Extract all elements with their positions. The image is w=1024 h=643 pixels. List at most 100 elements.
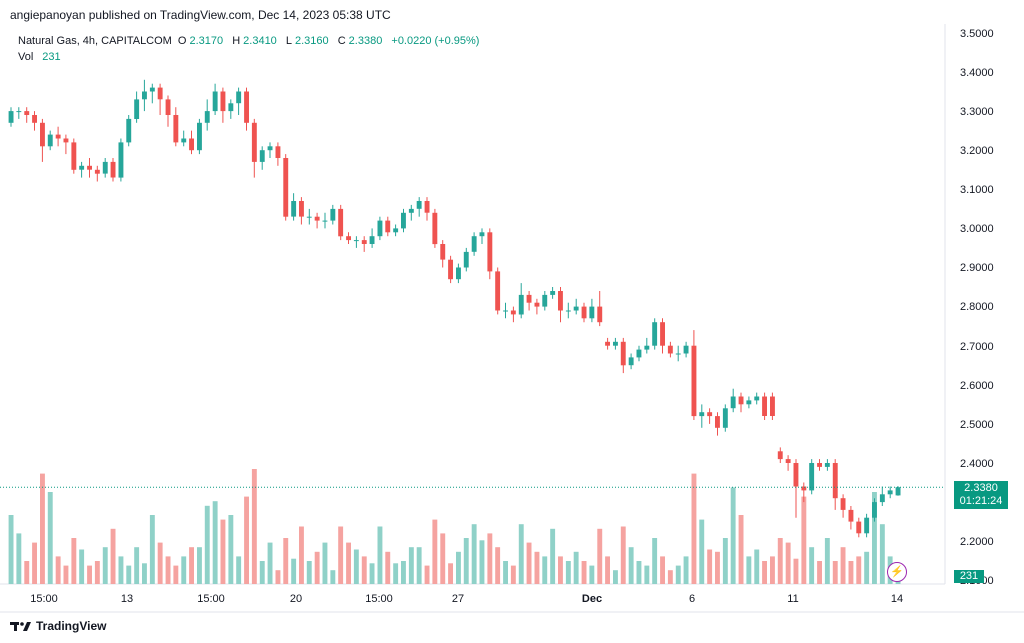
x-tick-label: Dec [582, 593, 602, 605]
volume-bar [597, 528, 603, 584]
volume-bar [322, 542, 328, 584]
candle-body [503, 310, 508, 312]
volume-bar [762, 561, 767, 584]
y-tick-label: 3.5000 [960, 28, 994, 40]
volume-label[interactable]: Vol [18, 51, 34, 63]
volume-bar [550, 528, 556, 584]
candle-body [777, 451, 783, 460]
x-tick-label: 15:00 [365, 593, 393, 605]
candle-body [197, 122, 202, 151]
lightning-icon[interactable]: ⚡ [887, 562, 907, 582]
candle-body [809, 463, 815, 491]
volume-bar [236, 556, 242, 584]
volume-bar [463, 538, 469, 584]
volume-bar [840, 547, 846, 584]
volume-bar [824, 538, 830, 584]
volume-bar [330, 570, 336, 584]
volume-bar [879, 524, 885, 584]
volume-bar [856, 556, 862, 584]
candle-body [369, 236, 375, 244]
x-tick-label: 6 [689, 593, 695, 605]
candle-body [299, 201, 304, 217]
volume-bar [864, 551, 870, 584]
y-tick-label: 2.9000 [960, 262, 994, 274]
candle-body [448, 259, 453, 280]
volume-bar [613, 570, 618, 584]
volume-bar [228, 515, 234, 584]
volume-bar [24, 561, 30, 584]
symbol-name[interactable]: Natural Gas, 4h, CAPITALCOM [18, 35, 172, 47]
candle-body [361, 240, 367, 244]
low-value: 2.3160 [295, 35, 329, 47]
candle-body [707, 412, 713, 417]
bar-countdown: 01:21:24 [959, 495, 1003, 507]
volume-bar [197, 547, 202, 584]
candle-body [32, 115, 37, 123]
candle-body [848, 509, 854, 522]
candle-body [220, 91, 226, 112]
volume-bar [142, 563, 147, 584]
volume-bar [149, 515, 155, 584]
candle-body [471, 236, 477, 252]
candle-body [864, 517, 870, 534]
candle-body [817, 463, 822, 467]
candle-body [424, 201, 430, 213]
volume-bar [71, 538, 77, 584]
volume-bar [204, 505, 210, 584]
candle-body [16, 111, 22, 113]
volume-bar [283, 538, 289, 584]
volume-bar [416, 547, 422, 584]
candle-body [762, 396, 767, 416]
volume-bar [8, 515, 14, 584]
volume-bar [644, 565, 650, 584]
x-tick-label: 15:00 [30, 593, 58, 605]
y-tick-label: 3.4000 [960, 67, 994, 79]
volume-bar [526, 542, 532, 584]
candle-body [275, 146, 281, 158]
volume-bar [487, 533, 493, 584]
candle-body [793, 463, 799, 487]
volume-bar [55, 556, 61, 584]
candle-body [746, 400, 752, 405]
volume-bar [542, 556, 548, 584]
open-value: 2.3170 [189, 35, 224, 47]
candle-body [134, 99, 140, 119]
open-label: O [177, 35, 187, 47]
candle-body [87, 165, 92, 170]
candle-body [652, 322, 658, 346]
x-tick-label: 13 [121, 593, 133, 605]
candle-body [510, 310, 516, 315]
candle-body [8, 111, 14, 123]
y-tick-label: 2.2000 [960, 536, 994, 548]
volume-bar [534, 551, 540, 584]
volume-bar [369, 563, 375, 584]
candle-body [495, 271, 501, 311]
candle-body [142, 91, 147, 100]
candle-body [393, 228, 399, 233]
volume-bar [173, 565, 179, 584]
volume-bar [63, 565, 69, 584]
candle-body [24, 111, 30, 115]
volume-bar [346, 542, 351, 584]
volume-bar [306, 561, 312, 584]
volume-bar [565, 561, 571, 584]
last-price-tag: 2.3380 01:21:24 [954, 481, 1008, 509]
volume-bar [47, 492, 53, 584]
chart-legend: Natural Gas, 4h, CAPITALCOM O 2.3170 H 2.3… [18, 33, 485, 65]
candle-body [212, 91, 218, 112]
volume-bar [361, 556, 367, 584]
volume-bar [636, 561, 642, 584]
volume-bar [471, 524, 477, 584]
volume-bar [448, 563, 453, 584]
candle-body [675, 353, 681, 355]
volume-bar [157, 542, 163, 584]
candle-body [542, 294, 548, 307]
volume-bar [503, 561, 508, 584]
y-tick-label: 3.2000 [960, 145, 994, 157]
last-volume-tag: 231 [954, 570, 984, 583]
volume-bar [809, 547, 815, 584]
last-price: 2.3380 [964, 482, 998, 494]
y-tick-label: 2.7000 [960, 341, 994, 353]
high-value: 2.3410 [243, 35, 277, 47]
